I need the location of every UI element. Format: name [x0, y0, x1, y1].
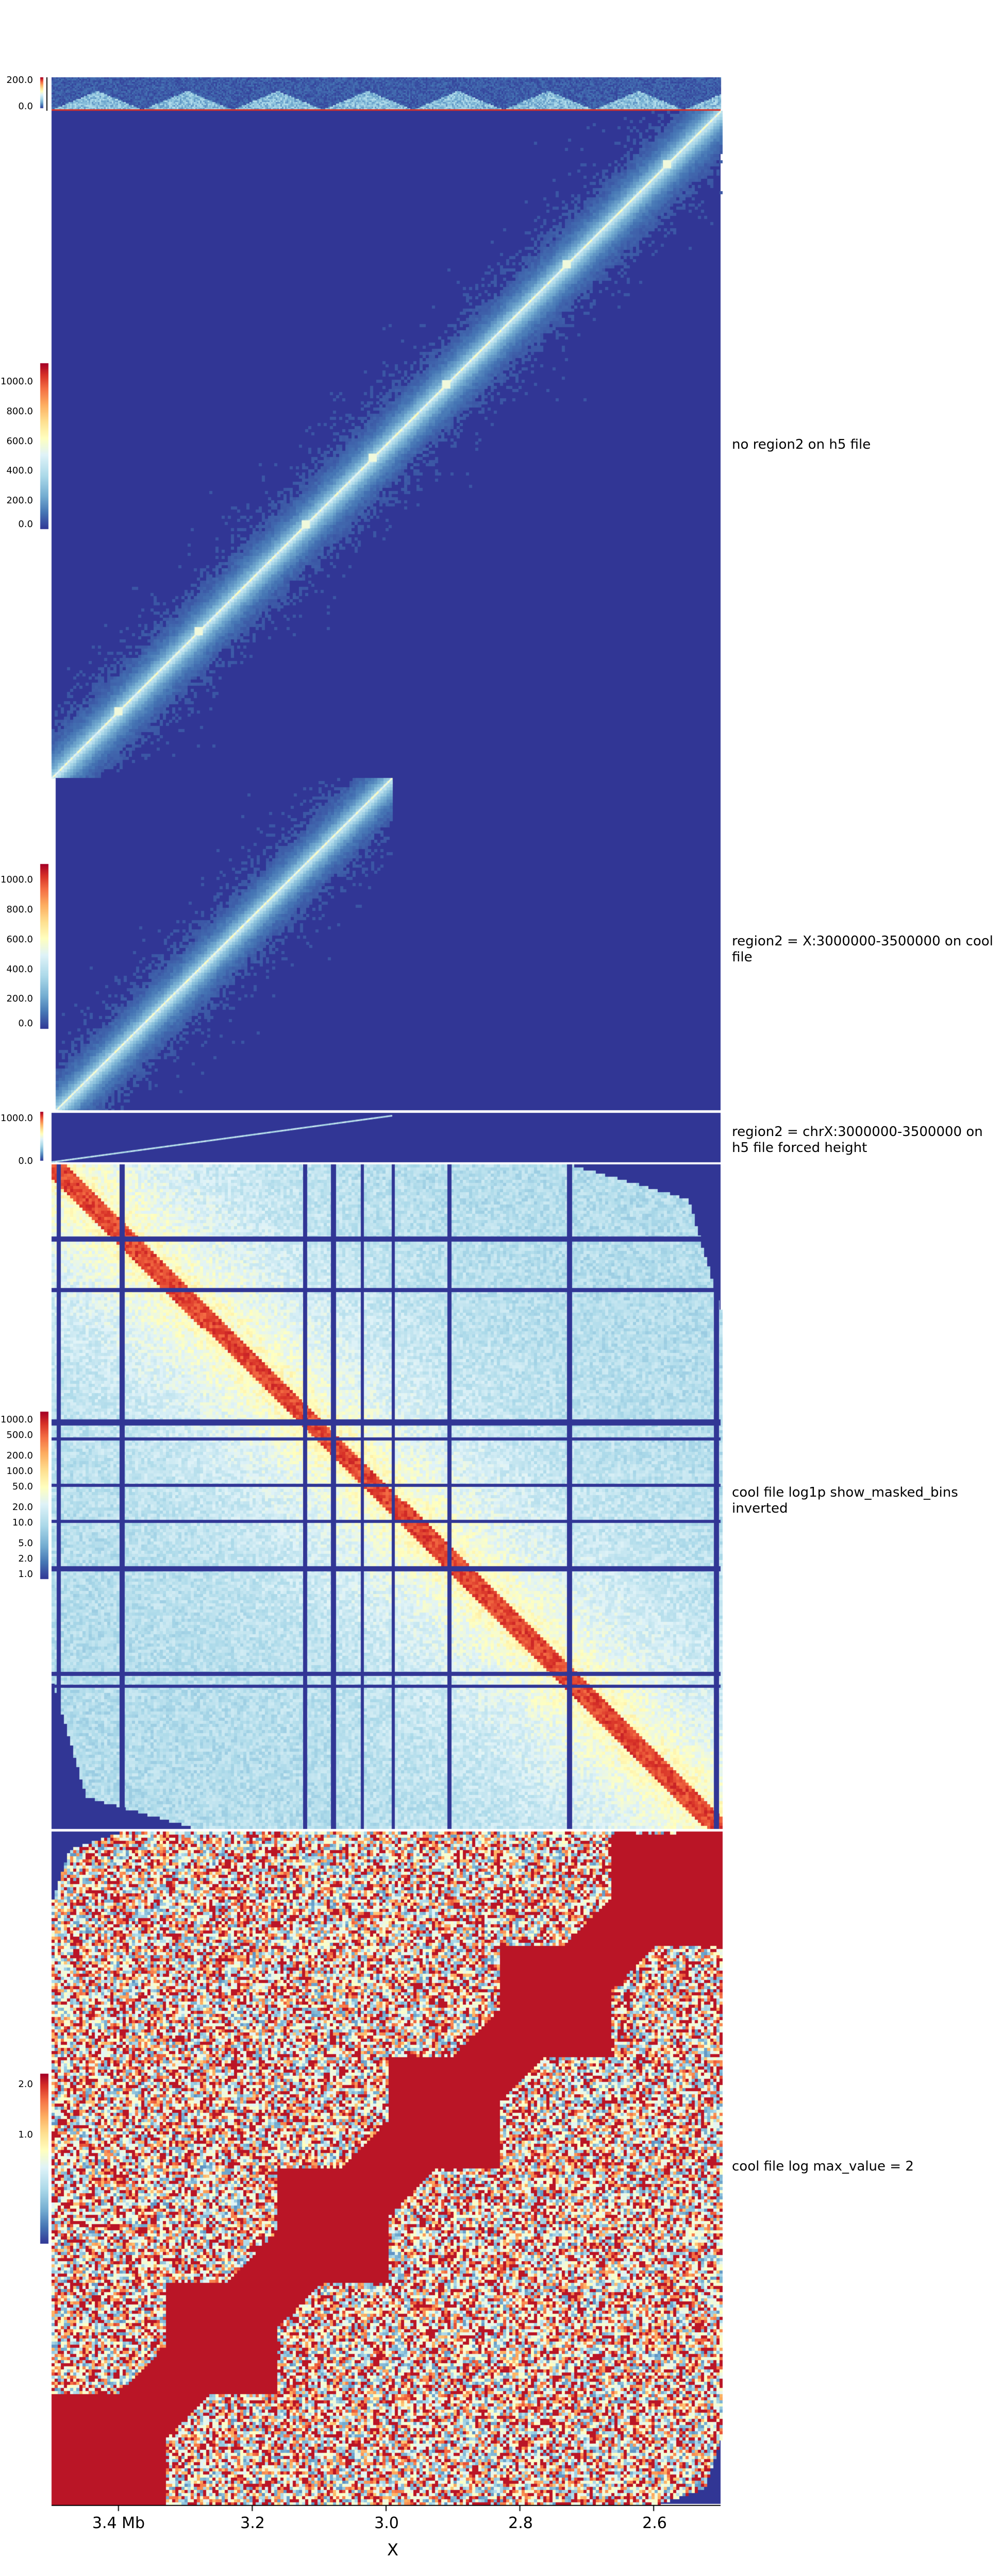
cbar4-tick: 20.0 [12, 1502, 33, 1513]
cbar4-tick: 10.0 [12, 1517, 33, 1528]
cbar4-tick: 2.0 [18, 1553, 33, 1564]
cbar4-tick: 1.0 [18, 1569, 33, 1580]
cbar2-tick: 200.0 [6, 993, 33, 1004]
cbar4-tick: 500.0 [6, 1430, 33, 1440]
cbar3-tick: 0.0 [18, 1156, 33, 1166]
cbar4-tick: 100.0 [6, 1466, 33, 1477]
cbar2-tick: 800.0 [6, 904, 33, 915]
cbar1-tick: 400.0 [6, 465, 33, 476]
cbar1-tick: 600.0 [6, 436, 33, 447]
track-label-5: cool file log max_value = 2 [732, 2159, 914, 2174]
cbar4-tick: 50.0 [12, 1481, 33, 1492]
cbar1-tick: 0.0 [18, 519, 33, 530]
cbar4-tick: 5.0 [18, 1538, 33, 1549]
x-axis-label: X [387, 2540, 398, 2560]
track-label-4: cool file log1p show_masked_bins inverte… [732, 1485, 958, 1516]
cbar5-tick: 2.0 [18, 2079, 33, 2090]
cbar1-tick: 1000.0 [1, 376, 33, 387]
cbar1-tick: 800.0 [6, 406, 33, 417]
x-tick-label: 3.0 [374, 2514, 399, 2532]
cbar2-tick: 0.0 [18, 1018, 33, 1029]
depth-tick-bottom: 0.0 [18, 101, 33, 112]
cbar4-tick: 1000.0 [1, 1414, 33, 1425]
x-tick-label: 3.2 [240, 2514, 265, 2532]
cbar2-tick: 600.0 [6, 934, 33, 945]
cbar2-tick: 400.0 [6, 964, 33, 975]
cbar4-tick: 200.0 [6, 1450, 33, 1461]
x-tick-label: 2.6 [642, 2514, 667, 2532]
track-label-2: region2 = X:3000000-3500000 on cool file [732, 934, 993, 965]
x-tick-label: 2.8 [508, 2514, 533, 2532]
cbar1-tick: 200.0 [6, 495, 33, 506]
cbar2-tick: 1000.0 [1, 874, 33, 885]
depth-tick-top: 200.0 [6, 75, 33, 86]
x-tick-label: 3.4 Mb [92, 2514, 145, 2532]
cbar5-tick: 1.0 [18, 2129, 33, 2140]
cbar3-tick: 1000.0 [1, 1113, 33, 1124]
track-label-3: region2 = chrX:3000000-3500000 on h5 fil… [732, 1124, 983, 1156]
track-label-1: no region2 on h5 file [732, 437, 871, 452]
